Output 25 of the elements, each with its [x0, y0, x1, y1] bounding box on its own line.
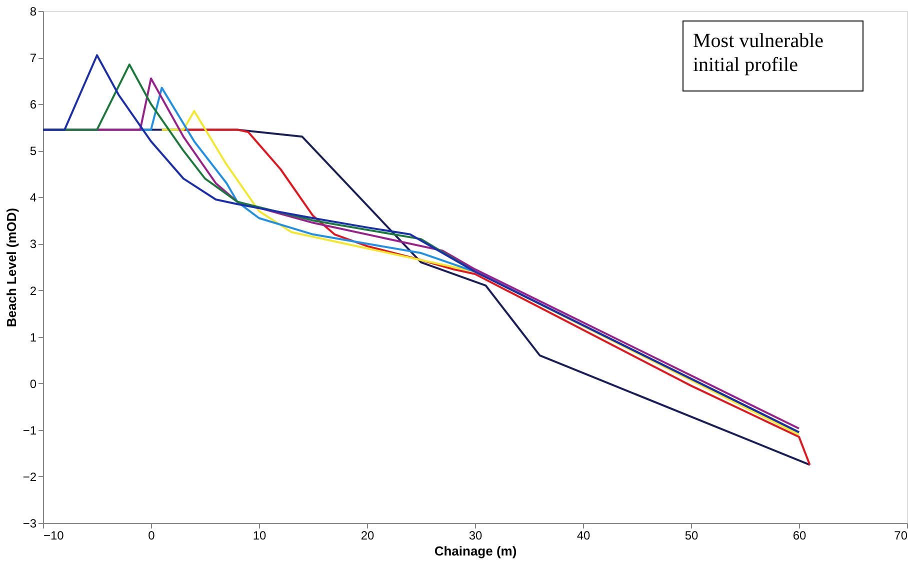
y-tick-label: 4 [30, 190, 37, 205]
y-tick-label: −2 [22, 470, 37, 484]
x-tick-label: 60 [792, 528, 806, 542]
y-tick-label: 3 [30, 237, 37, 252]
x-tick-label: 0 [148, 528, 156, 542]
y-tick-label: 1 [30, 330, 37, 344]
y-tick-label: −3 [22, 516, 37, 530]
y-tick-label: 6 [30, 98, 37, 112]
line-series [182, 128, 811, 466]
y-tick-label: 7 [30, 51, 37, 66]
y-tick-label: 2 [30, 284, 37, 298]
y-tick-label: −1 [22, 423, 37, 438]
x-tick-label: −10 [44, 528, 64, 542]
y-tick-label: 8 [30, 4, 37, 18]
y-tick-label: 0 [30, 376, 37, 391]
annotation: Most vulnerable initial profile [693, 30, 824, 76]
y-axis-title: Beach Level (mOD) [4, 208, 19, 328]
x-tick-label: 40 [576, 528, 590, 542]
x-tick-label: 20 [360, 528, 374, 542]
x-tick-label: 30 [468, 528, 482, 542]
x-axis-title: Chainage (m) [434, 544, 517, 558]
x-tick-label: 10 [252, 528, 266, 542]
x-tick-label: 50 [684, 528, 698, 542]
x-tick-label: 70 [894, 528, 908, 542]
y-tick-label: 5 [30, 144, 37, 158]
